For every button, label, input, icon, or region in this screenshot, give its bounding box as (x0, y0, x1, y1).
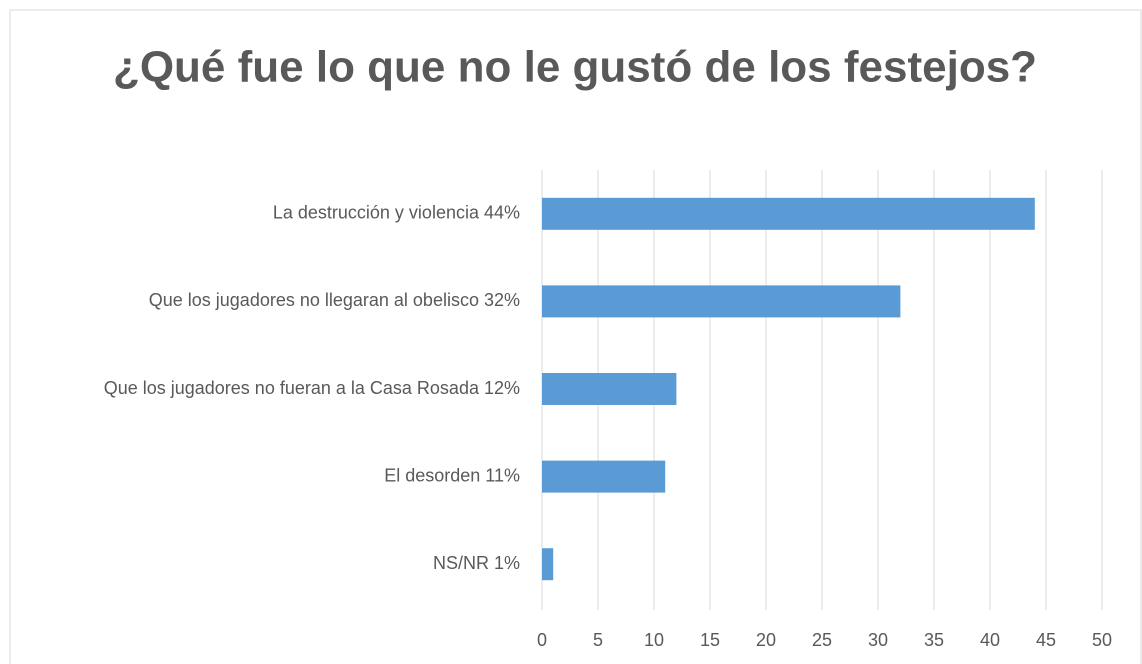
x-tick-label: 20 (756, 630, 776, 650)
bar (542, 373, 677, 405)
bar (542, 460, 666, 493)
x-tick-label: 35 (924, 630, 944, 650)
bar (542, 285, 901, 318)
y-tick-label: Que los jugadores no fueran a la Casa Ro… (104, 378, 520, 398)
x-tick-label: 25 (812, 630, 832, 650)
x-tick-label: 15 (700, 630, 720, 650)
chart-title: ¿Qué fue lo que no le gustó de los feste… (113, 43, 1037, 92)
y-tick-label: NS/NR 1% (433, 553, 520, 573)
x-tick-label: 40 (980, 630, 1000, 650)
x-tick-label: 0 (537, 630, 547, 650)
bar (542, 548, 554, 581)
x-tick-label: 45 (1036, 630, 1056, 650)
chart-border (9, 9, 1142, 664)
bar (542, 197, 1035, 230)
y-tick-label: Que los jugadores no llegaran al obelisc… (149, 290, 520, 310)
x-tick-label: 30 (868, 630, 888, 650)
x-tick-label: 10 (644, 630, 664, 650)
x-tick-label: 50 (1092, 630, 1112, 650)
y-tick-label: El desorden 11% (384, 465, 520, 485)
x-tick-label: 5 (593, 630, 603, 650)
y-tick-label: La destrucción y violencia 44% (273, 203, 520, 223)
